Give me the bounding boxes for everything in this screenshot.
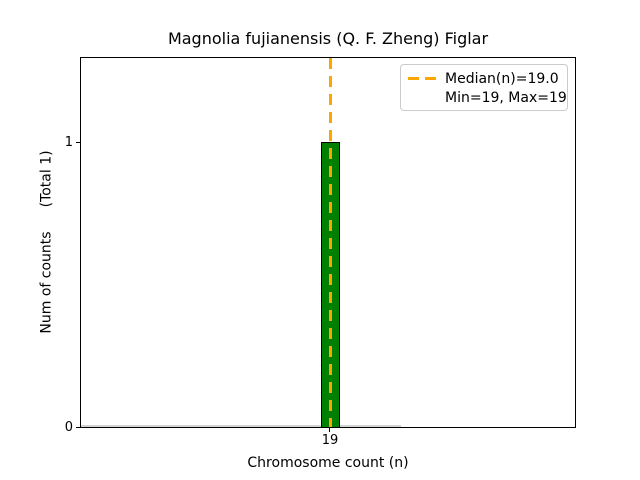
legend-entry-minmax: Min=19, Max=19 xyxy=(408,88,567,107)
ytick-mark-1 xyxy=(76,142,80,144)
legend: Median(n)=19.0 Min=19, Max=19 xyxy=(400,64,568,111)
legend-marker-blank xyxy=(408,96,436,99)
xtick-label-19: 19 xyxy=(321,433,339,448)
empty-bins-baseline xyxy=(81,425,401,427)
ytick-label-1: 1 xyxy=(64,135,73,150)
legend-entry-median: Median(n)=19.0 xyxy=(408,69,559,88)
ytick-mark-0 xyxy=(76,427,80,429)
chart-title: Magnolia fujianensis (Q. F. Zheng) Figla… xyxy=(167,29,489,48)
y-axis-label-total: (Total 1) xyxy=(38,150,55,208)
y-axis-label: Num of counts (Total 1) xyxy=(39,150,56,333)
legend-label-median: Median(n)=19.0 xyxy=(445,70,559,87)
y-axis-label-main: Num of counts xyxy=(38,231,55,334)
x-axis-label: Chromosome count (n) xyxy=(247,455,409,471)
legend-label-minmax: Min=19, Max=19 xyxy=(445,89,567,106)
xtick-mark-19 xyxy=(329,428,331,432)
plot-area xyxy=(80,57,576,428)
dashed-line-icon xyxy=(408,77,436,80)
median-vline xyxy=(329,58,332,427)
ytick-label-0: 0 xyxy=(64,420,73,435)
